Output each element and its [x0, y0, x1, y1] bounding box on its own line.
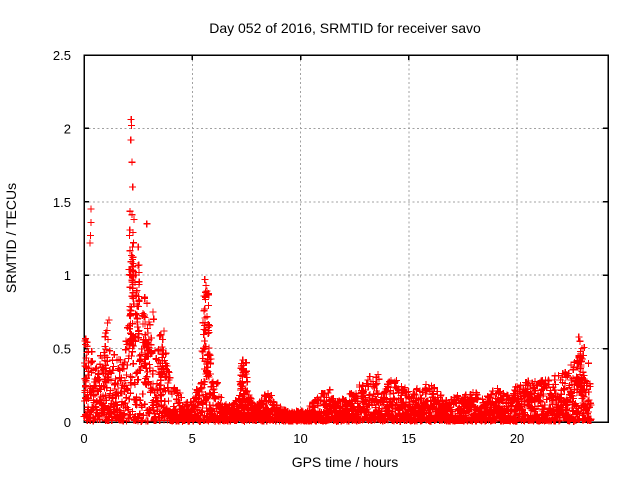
y-tick-label: 2.5: [53, 48, 71, 63]
y-axis-label: SRMTID / TECUs: [3, 183, 19, 293]
x-tick-label: 15: [402, 431, 416, 446]
chart-title: Day 052 of 2016, SRMTID for receiver sav…: [209, 20, 481, 36]
y-tick-label: 0.5: [53, 342, 71, 357]
y-tick-label: 1: [64, 268, 71, 283]
tick-labels: 0 5 10 15 20 0 0.5 1 1.5 2 2.5: [53, 48, 524, 446]
x-tick-label: 10: [293, 431, 307, 446]
x-tick-label: 5: [189, 431, 196, 446]
x-axis-label: GPS time / hours: [292, 454, 399, 470]
data-points: [80, 116, 595, 425]
y-tick-label: 1.5: [53, 195, 71, 210]
y-tick-label: 0: [64, 415, 71, 430]
x-tick-label: 20: [510, 431, 524, 446]
x-tick-label: 0: [80, 431, 87, 446]
scatter-markers: [80, 116, 595, 425]
y-tick-label: 2: [64, 121, 71, 136]
